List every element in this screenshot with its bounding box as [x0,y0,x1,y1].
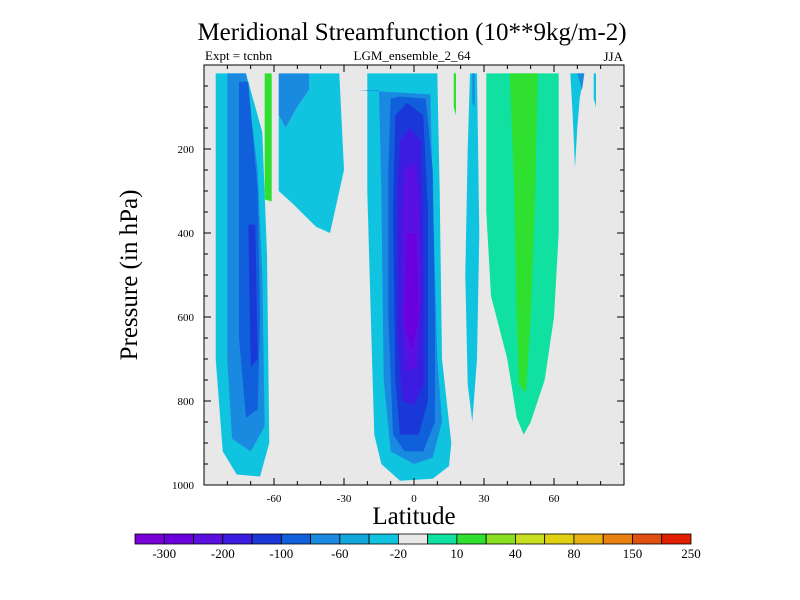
colorbar-box [544,533,575,545]
colorbar-box [280,533,311,545]
experiment-label: Expt = tcnbn [205,48,273,63]
y-axis-label: Pressure (in hPa) [116,190,143,361]
colorbar-box [397,533,429,545]
colorbar-box [602,533,633,545]
axis-ticks: -60 -30 0 30 60 200 400 600 800 1000 [172,65,624,505]
y-tick-label: 400 [178,228,195,240]
colorbar-label: -20 [390,546,407,561]
plot-area: -60 -30 0 30 60 200 400 600 800 1000 [172,64,625,505]
chart-title: Meridional Streamfunction (10**9kg/m-2) [197,19,626,46]
contour-ne-cyan-strip [465,73,480,423]
contour-green-core [509,73,538,393]
y-tick-label: 1000 [172,480,195,492]
colorbar-box [368,533,399,545]
contour-hadley-core [404,233,419,351]
contour-ne-light-blue-top [472,73,475,107]
season-label: JJA [603,49,623,64]
colorbar-box [134,533,165,545]
contour-regions [215,73,596,481]
colorbar-label: -300 [152,546,176,561]
colorbar-label: 80 [567,546,580,561]
x-tick-label: -30 [337,493,352,505]
colorbar-box [251,533,282,545]
x-tick-label: 30 [479,493,491,505]
y-tick-label: 200 [178,144,195,156]
contour-green-strip-south [264,73,272,202]
y-tick-label: 600 [178,312,195,324]
x-tick-label: 60 [549,493,561,505]
colorbar-box [515,533,546,545]
contour-mid-sh-light-blue [278,73,309,128]
colorbar-box [339,533,370,545]
colorbar-box [456,533,487,545]
colorbar-box [573,533,604,545]
colorbar-box [485,533,516,545]
colorbar-box [632,533,663,545]
colorbar-box [427,533,458,545]
x-tick-label: 0 [411,493,417,505]
contour-nh-cyan-far-right [593,73,596,107]
y-tick-label: 800 [178,396,195,408]
colorbar-box [310,533,341,545]
contour-mid-sh-cyan [278,73,344,234]
x-tick-label: -60 [267,493,282,505]
colorbar-label: -60 [331,546,348,561]
colorbar-label: -200 [211,546,235,561]
colorbar-label: 10 [450,546,463,561]
x-axis-label: Latitude [372,503,455,530]
colorbar-label: 40 [509,546,522,561]
contour-green-strip-north [453,73,456,116]
colorbar-box [661,533,692,545]
ensemble-label: LGM_ensemble_2_64 [354,48,471,63]
colorbar-label: 150 [623,546,643,561]
colorbar-box [163,533,194,545]
contour-nh-light-blue-right [577,73,585,91]
colorbar-label: 250 [681,546,701,561]
colorbar: -300 -200 -100 -60 -20 10 40 80 150 250 [134,533,701,561]
colorbar-box [193,533,224,545]
colorbar-box [222,533,253,545]
contour-sh-cell-core [248,224,258,368]
contour-nh-cyan-right [570,73,585,168]
colorbar-label: -100 [269,546,293,561]
